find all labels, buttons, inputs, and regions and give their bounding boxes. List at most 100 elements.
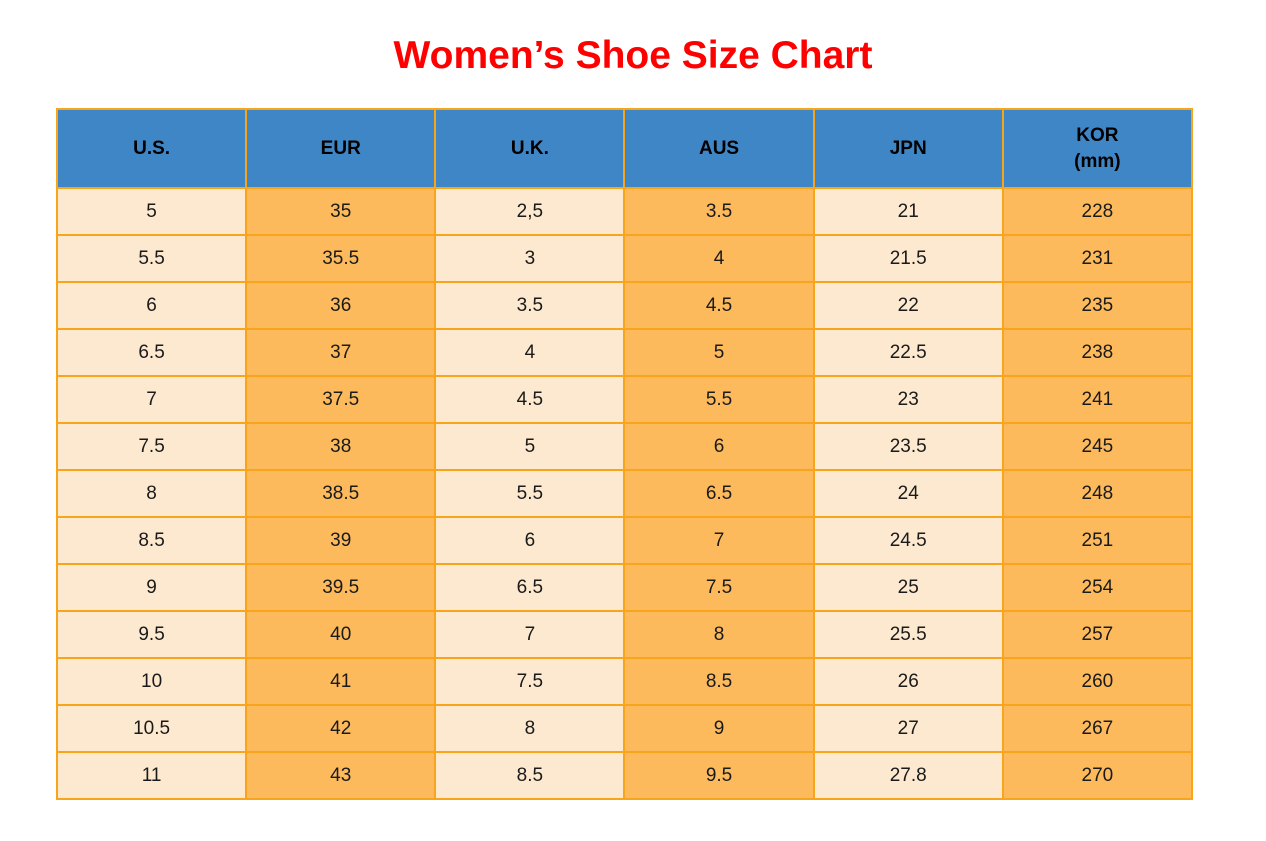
column-header-3: AUS (623, 108, 815, 189)
table-cell: 238 (1001, 328, 1194, 377)
table-cell: 23.5 (812, 422, 1004, 471)
table-cell: 9.5 (623, 751, 815, 800)
table-cell: 257 (1001, 610, 1194, 659)
column-header-5: KOR (mm) (1001, 108, 1194, 189)
table-cell: 39.5 (245, 563, 437, 612)
table-cell: 35 (245, 187, 437, 236)
table-cell: 37 (245, 328, 437, 377)
table-row: 8.5 39 6 7 24.5 251 (55, 516, 1194, 565)
table-row: 9.5 40 7 8 25.5 257 (55, 610, 1194, 659)
table-cell: 7 (434, 610, 626, 659)
table-cell: 5.5 (434, 469, 626, 518)
table-cell: 8 (55, 469, 248, 518)
table-cell: 8 (623, 610, 815, 659)
table-cell: 8.5 (55, 516, 248, 565)
table-cell: 3 (434, 234, 626, 283)
table-cell: 6.5 (623, 469, 815, 518)
table-cell: 251 (1001, 516, 1194, 565)
table-row: 5 35 2,5 3.5 21 228 (55, 187, 1194, 236)
table-cell: 8 (434, 704, 626, 753)
table-row: 7 37.5 4.5 5.5 23 241 (55, 375, 1194, 424)
table-cell: 22 (812, 281, 1004, 330)
column-header-0: U.S. (55, 108, 248, 189)
table-cell: 260 (1001, 657, 1194, 706)
table-cell: 2,5 (434, 187, 626, 236)
table-cell: 248 (1001, 469, 1194, 518)
table-cell: 5.5 (623, 375, 815, 424)
table-cell: 3.5 (434, 281, 626, 330)
table-row: 6 36 3.5 4.5 22 235 (55, 281, 1194, 330)
table-row: 10.5 42 8 9 27 267 (55, 704, 1194, 753)
table-cell: 25 (812, 563, 1004, 612)
table-cell: 6 (55, 281, 248, 330)
column-header-1: EUR (245, 108, 437, 189)
table-cell: 8.5 (434, 751, 626, 800)
table-cell: 5 (434, 422, 626, 471)
table-cell: 7.5 (623, 563, 815, 612)
table-cell: 270 (1001, 751, 1194, 800)
table-cell: 4 (434, 328, 626, 377)
column-header-4: JPN (812, 108, 1004, 189)
table-cell: 11 (55, 751, 248, 800)
table-row: 9 39.5 6.5 7.5 25 254 (55, 563, 1194, 612)
table-cell: 4.5 (434, 375, 626, 424)
table-cell: 6 (623, 422, 815, 471)
table-cell: 5.5 (55, 234, 248, 283)
table-cell: 27.8 (812, 751, 1004, 800)
table-row: 6.5 37 4 5 22.5 238 (55, 328, 1194, 377)
table-cell: 38.5 (245, 469, 437, 518)
table-row: 11 43 8.5 9.5 27.8 270 (55, 751, 1194, 800)
table-cell: 9 (55, 563, 248, 612)
table-cell: 21 (812, 187, 1004, 236)
table-cell: 241 (1001, 375, 1194, 424)
table-cell: 7 (623, 516, 815, 565)
table-cell: 7.5 (434, 657, 626, 706)
table-cell: 4 (623, 234, 815, 283)
table-cell: 39 (245, 516, 437, 565)
table-cell: 27 (812, 704, 1004, 753)
table-cell: 7 (55, 375, 248, 424)
table-cell: 36 (245, 281, 437, 330)
table-cell: 228 (1001, 187, 1194, 236)
table-body: 5 35 2,5 3.5 21 228 5.5 35.5 3 4 21.5 231 6 36 3.5 4.5 2… (55, 187, 1194, 800)
table-cell: 3.5 (623, 187, 815, 236)
table-cell: 9.5 (55, 610, 248, 659)
shoe-size-table: U.S. EUR U.K. AUS JPN KOR (mm) 5 35 2,5 3.5 21 228… (55, 108, 1194, 800)
table-cell: 10.5 (55, 704, 248, 753)
table-cell: 5 (623, 328, 815, 377)
table-cell: 22.5 (812, 328, 1004, 377)
table-cell: 231 (1001, 234, 1194, 283)
table-row: 8 38.5 5.5 6.5 24 248 (55, 469, 1194, 518)
table-cell: 7.5 (55, 422, 248, 471)
table-cell: 8.5 (623, 657, 815, 706)
table-cell: 42 (245, 704, 437, 753)
table-cell: 245 (1001, 422, 1194, 471)
table-cell: 5 (55, 187, 248, 236)
page-title: Women’s Shoe Size Chart (393, 34, 873, 77)
table-cell: 24.5 (812, 516, 1004, 565)
table-header: U.S. EUR U.K. AUS JPN KOR (mm) (55, 108, 1194, 189)
table-cell: 6 (434, 516, 626, 565)
table-cell: 21.5 (812, 234, 1004, 283)
table-row: 7.5 38 5 6 23.5 245 (55, 422, 1194, 471)
table-cell: 40 (245, 610, 437, 659)
table-cell: 26 (812, 657, 1004, 706)
table-cell: 37.5 (245, 375, 437, 424)
column-header-2: U.K. (434, 108, 626, 189)
table-cell: 267 (1001, 704, 1194, 753)
table-cell: 254 (1001, 563, 1194, 612)
table-header-row: U.S. EUR U.K. AUS JPN KOR (mm) (55, 108, 1194, 189)
table-cell: 10 (55, 657, 248, 706)
table-cell: 38 (245, 422, 437, 471)
table-cell: 235 (1001, 281, 1194, 330)
table-cell: 43 (245, 751, 437, 800)
table-cell: 4.5 (623, 281, 815, 330)
table-cell: 35.5 (245, 234, 437, 283)
table-cell: 25.5 (812, 610, 1004, 659)
table-row: 5.5 35.5 3 4 21.5 231 (55, 234, 1194, 283)
table-cell: 6.5 (434, 563, 626, 612)
table-cell: 23 (812, 375, 1004, 424)
table-cell: 24 (812, 469, 1004, 518)
table-cell: 41 (245, 657, 437, 706)
table-cell: 6.5 (55, 328, 248, 377)
